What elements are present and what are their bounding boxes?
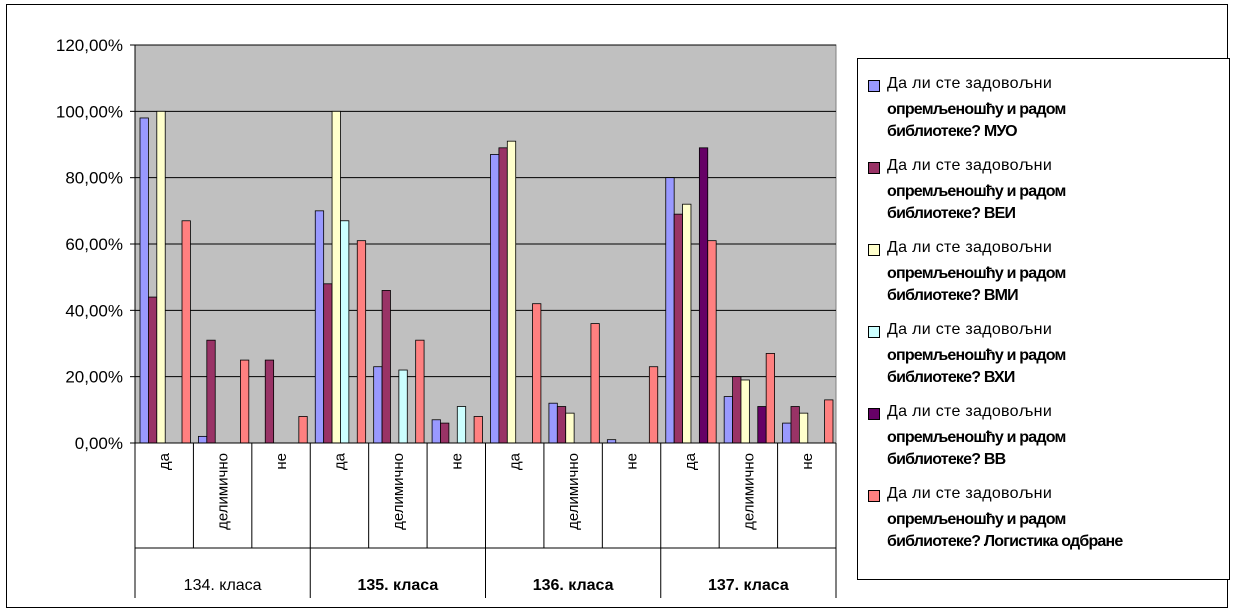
legend-swatch — [868, 80, 880, 92]
bar — [698, 147, 709, 444]
bar — [373, 366, 383, 444]
bar — [732, 376, 742, 444]
legend-swatch — [868, 162, 880, 174]
bar — [323, 283, 333, 444]
bar — [532, 303, 542, 444]
legend-label: Да ли сте задовољни — [887, 157, 1053, 174]
y-tick-label: 40,00% — [65, 301, 123, 320]
group-label: 137. класа — [708, 577, 789, 594]
bar — [665, 177, 675, 444]
legend-item: Да ли сте задовољни опремљеношћу и радом … — [868, 75, 1228, 155]
y-tick-label: 60,00% — [65, 235, 123, 254]
legend-item: Да ли сте задовољни опремљеношћу и радом … — [868, 321, 1228, 401]
bar — [240, 359, 250, 444]
bar — [431, 419, 441, 444]
bar — [206, 339, 216, 444]
legend-label-detail: опремљеношћу и радом библиотеке? ВХИ — [887, 347, 1066, 386]
legend-item: Да ли сте задовољни опремљеношћу и радом … — [868, 157, 1228, 237]
y-tick-label: 0,00% — [75, 434, 123, 453]
y-tick-label: 120,00% — [56, 36, 123, 55]
bar — [740, 379, 750, 444]
bar — [264, 359, 275, 444]
y-tick-label: 20,00% — [65, 368, 123, 387]
bar — [682, 203, 692, 444]
legend-swatch — [868, 490, 880, 502]
category-label: да — [682, 452, 699, 470]
category-label: делимично — [740, 453, 757, 530]
bar — [415, 339, 425, 444]
bar — [757, 406, 767, 444]
legend-label: Да ли сте задовољни — [887, 485, 1053, 502]
legend-swatch — [868, 326, 880, 338]
y-tick-label: 80,00% — [65, 169, 123, 188]
legend-swatch — [868, 408, 880, 420]
bar — [556, 406, 567, 444]
bar — [473, 416, 483, 444]
bar — [707, 240, 717, 444]
category-label: да — [331, 452, 348, 470]
legend-label-detail: опремљеношћу и радом библиотеке? ВЕИ — [887, 183, 1066, 222]
bar — [456, 406, 467, 444]
category-label: делимично — [390, 453, 407, 530]
y-tick-label: 100,00% — [56, 102, 123, 121]
bar — [590, 323, 600, 444]
bar — [565, 412, 575, 444]
bar — [548, 402, 558, 444]
category-label: не — [273, 453, 290, 470]
bar — [314, 210, 325, 444]
bar — [440, 422, 450, 444]
bar — [498, 147, 508, 444]
category-label: да — [507, 452, 524, 470]
bar — [673, 213, 683, 444]
group-label: 135. класа — [357, 577, 438, 594]
bar — [198, 435, 208, 444]
category-label: да — [156, 452, 173, 470]
legend-label-detail: опремљеношћу и радом библиотеке? Логисти… — [887, 511, 1123, 550]
bar — [782, 422, 792, 444]
group-label: 134. класа — [184, 577, 262, 594]
legend-label: Да ли сте задовољни — [887, 403, 1053, 420]
legend-label-detail: опремљеношћу и радом библиотеке? ВМИ — [887, 265, 1066, 304]
bar — [181, 220, 191, 444]
legend: Да ли сте задовољни опремљеношћу и радом … — [857, 58, 1230, 580]
legend-label: Да ли сте задовољни — [887, 75, 1053, 92]
bar — [156, 110, 166, 444]
category-label: не — [799, 453, 816, 470]
bar — [490, 154, 500, 444]
bar — [139, 117, 149, 444]
group-label: 136. класа — [533, 577, 614, 594]
bar — [356, 240, 367, 444]
bar — [506, 140, 517, 444]
bar — [790, 406, 800, 444]
legend-label: Да ли сте задовољни — [887, 321, 1053, 338]
bar — [824, 399, 834, 444]
bar — [148, 296, 158, 444]
bar — [723, 396, 733, 444]
bar — [340, 220, 350, 444]
category-label: делимично — [565, 453, 582, 530]
legend-item: Да ли сте задовољни опремљеношћу и радом … — [868, 403, 1228, 483]
bar — [398, 369, 408, 444]
category-label: не — [448, 453, 465, 470]
bar — [648, 366, 659, 444]
bar — [381, 290, 391, 444]
legend-label-detail: опремљеношћу и радом библиотеке? МУО — [887, 101, 1066, 140]
category-label: делимично — [215, 453, 232, 530]
legend-item: Да ли сте задовољни опремљеношћу и радом … — [868, 485, 1228, 565]
bar — [298, 416, 308, 444]
legend-label: Да ли сте задовољни — [887, 239, 1053, 256]
legend-swatch — [868, 244, 880, 256]
legend-label-detail: опремљеношћу и радом библиотеке? ВВ — [887, 429, 1066, 468]
bar — [765, 353, 775, 444]
bar — [798, 412, 809, 444]
legend-item: Да ли сте задовољни опремљеношћу и радом … — [868, 239, 1228, 319]
category-label: не — [624, 453, 641, 470]
bar — [331, 110, 341, 444]
